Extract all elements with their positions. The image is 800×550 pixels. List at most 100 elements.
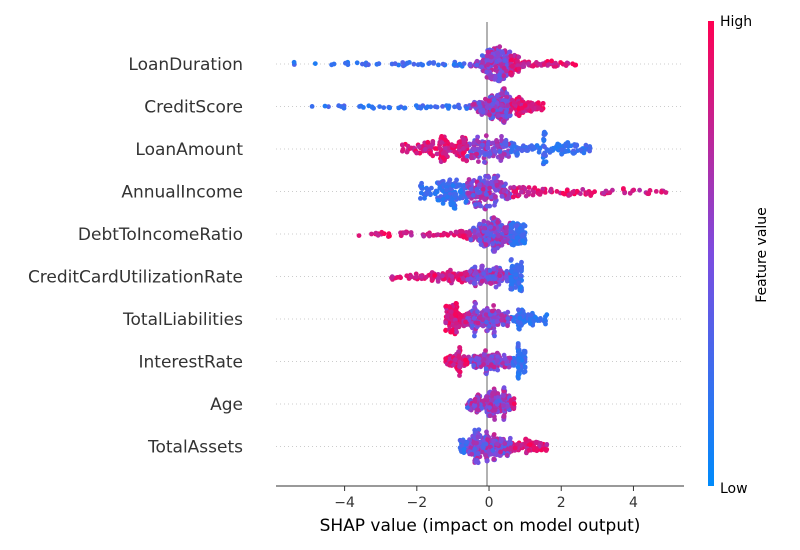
shap-point (519, 267, 524, 272)
shap-point (530, 192, 536, 198)
shap-point (490, 308, 495, 314)
shap-point (396, 105, 402, 111)
shap-point (495, 219, 501, 225)
shap-point (495, 358, 500, 364)
shap-point (422, 146, 428, 152)
shap-point (527, 442, 533, 447)
shap-point (482, 196, 487, 202)
shap-point (432, 146, 438, 151)
shap-point (563, 148, 569, 154)
shap-point (408, 230, 414, 235)
shap-point (468, 237, 474, 243)
shap-point (542, 144, 547, 150)
x-tick-label: −4 (334, 495, 355, 511)
shap-point (502, 239, 508, 245)
shap-point (462, 271, 467, 277)
shap-point (376, 61, 382, 67)
shap-point (415, 62, 421, 68)
shap-point (491, 303, 496, 308)
shap-point (479, 64, 484, 70)
shap-point (469, 155, 474, 161)
shap-point (450, 183, 456, 189)
shap-point (513, 223, 519, 229)
shap-point (493, 284, 499, 290)
feature-label: CreditCardUtilizationRate (28, 268, 243, 288)
shap-point (541, 159, 547, 165)
shap-point (497, 149, 503, 154)
shap-point (498, 107, 503, 112)
shap-point (514, 235, 520, 240)
shap-point (483, 348, 488, 353)
shap-point (479, 267, 485, 272)
shap-point (516, 280, 522, 286)
shap-point (457, 373, 462, 378)
shap-point (369, 231, 374, 237)
shap-point (492, 77, 498, 82)
shap-point (449, 328, 455, 334)
shap-point (489, 362, 494, 368)
shap-point (487, 312, 493, 317)
shap-point (481, 271, 487, 276)
shap-point (457, 233, 463, 239)
shap-point (511, 401, 517, 407)
shap-point (507, 355, 513, 361)
shap-point (499, 313, 505, 318)
shap-point (578, 147, 584, 153)
shap-point (497, 72, 502, 78)
shap-point (516, 350, 522, 356)
shap-point (484, 319, 489, 325)
shap-point (459, 313, 464, 319)
shap-point (504, 94, 510, 100)
shap-point (516, 66, 522, 72)
shap-point (475, 320, 481, 326)
shap-point (419, 62, 425, 68)
shap-point (555, 141, 561, 147)
shap-point (472, 234, 478, 240)
shap-point (490, 114, 496, 120)
x-axis-title: SHAP value (impact on model output) (320, 516, 641, 536)
shap-point (357, 104, 362, 109)
shap-point (428, 191, 433, 197)
shap-point (526, 185, 532, 190)
shap-point (506, 364, 512, 370)
shap-point (473, 459, 479, 465)
shap-point (622, 190, 627, 196)
shap-point (458, 271, 464, 277)
shap-point (361, 105, 366, 110)
shap-point (512, 99, 517, 105)
shap-point (490, 408, 496, 413)
shap-point (473, 270, 479, 276)
shap-point (474, 58, 480, 64)
shap-point (510, 194, 516, 200)
shap-point (495, 308, 501, 314)
shap-point (464, 158, 470, 164)
shap-point (377, 104, 382, 109)
shap-point (291, 59, 297, 65)
shap-point (411, 61, 417, 67)
shap-point (444, 103, 449, 108)
shap-point (554, 189, 560, 194)
shap-point (520, 238, 525, 244)
feature-label: InterestRate (139, 353, 244, 373)
shap-point (528, 103, 534, 108)
shap-point (631, 187, 637, 193)
shap-point (461, 61, 467, 66)
shap-point (494, 319, 500, 324)
shap-point (379, 229, 385, 235)
shap-point (445, 232, 451, 238)
shap-point (561, 191, 567, 197)
shap-point (584, 191, 590, 196)
shap-point (516, 373, 521, 379)
shap-point (507, 113, 512, 119)
shap-point (495, 391, 501, 396)
shap-point (454, 177, 459, 183)
shap-point (515, 344, 521, 349)
shap-point (499, 102, 504, 108)
shap-point (592, 189, 597, 195)
shap-point (484, 203, 490, 209)
shap-point (485, 62, 491, 68)
shap-point (475, 309, 480, 315)
shap-point (499, 134, 504, 139)
shap-point (508, 277, 514, 282)
shap-point (496, 113, 501, 118)
